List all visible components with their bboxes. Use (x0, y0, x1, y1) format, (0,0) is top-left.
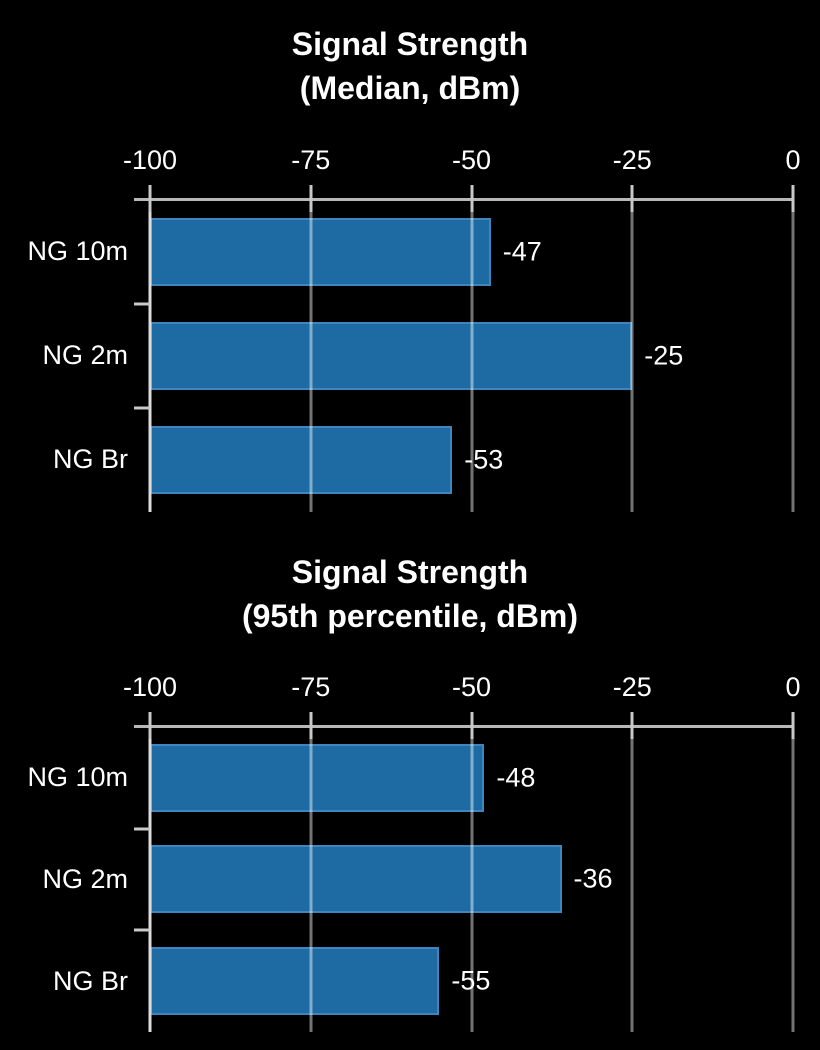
x-axis-tick-mark (309, 185, 313, 212)
plot-area: -48 -36 -55 (134, 712, 795, 1032)
y-axis-category-labels: NG 10m NG 2m NG Br (0, 727, 128, 1032)
bar-ng-2m: -36 (150, 845, 613, 914)
chart-title: Signal Strength (291, 554, 529, 590)
bar-value-label: -48 (496, 762, 536, 793)
bar-ng-2m: -25 (150, 321, 683, 390)
gridline (630, 200, 634, 512)
x-tick-label: -50 (451, 672, 492, 702)
chart-subtitle: (95th percentile, dBm) (241, 598, 579, 634)
bars-group: -47 -25 -53 (150, 200, 793, 512)
chart-95th-title-block: Signal Strength (95th percentile, dBm) (0, 550, 820, 638)
x-axis-tick-mark (470, 712, 473, 739)
x-axis-tick-mark (148, 185, 152, 212)
bar-value-label: -55 (451, 965, 491, 996)
gridline (470, 200, 473, 512)
bar-row: -36 (150, 829, 793, 931)
chart-median-title-block: Signal Strength (Median, dBm) (0, 22, 820, 110)
y-axis-tick-mark (134, 827, 150, 831)
x-axis-tick-mark (630, 185, 634, 212)
bars-group: -48 -36 -55 (150, 727, 793, 1032)
x-tick-label: -100 (122, 145, 178, 175)
bar-ng-10m: -48 (150, 743, 535, 812)
gridline (309, 727, 313, 1032)
bar-value-label: -47 (502, 236, 542, 267)
x-tick-label: -50 (451, 145, 492, 175)
gridline (309, 200, 313, 512)
x-tick-label: 0 (785, 672, 801, 702)
x-tick-label: -100 (122, 672, 178, 702)
gridline (791, 727, 795, 1032)
bar-row: -55 (150, 930, 793, 1032)
x-axis-tick-mark (470, 185, 473, 212)
x-axis-tick-labels: -100 -75 -50 -25 0 (123, 671, 801, 703)
category-label-ng-br: NG Br (52, 965, 128, 996)
y-axis-tick-mark (134, 302, 150, 306)
bar-row: -47 (150, 200, 793, 304)
x-tick-label: -75 (291, 145, 331, 175)
x-axis-tick-mark (309, 712, 313, 739)
chart-title: Signal Strength (291, 26, 529, 62)
bar-ng-br: -53 (150, 425, 503, 494)
x-tick-label: -25 (612, 672, 652, 702)
y-axis-line (148, 185, 152, 512)
bar-row: -53 (150, 408, 793, 512)
x-axis-tick-mark (630, 712, 634, 739)
y-axis-category-labels: NG 10m NG 2m NG Br (0, 200, 128, 512)
category-label-ng-2m: NG 2m (42, 340, 128, 371)
bar-value-label: -25 (644, 340, 684, 371)
y-axis-tick-mark (134, 406, 150, 410)
category-label-ng-10m: NG 10m (27, 762, 128, 793)
x-axis-tick-mark (791, 712, 795, 739)
plot-area: -47 -25 -53 (134, 185, 795, 512)
bar-value-label: -36 (573, 863, 613, 894)
gridline (630, 727, 634, 1032)
x-axis-tick-mark (148, 712, 152, 739)
category-label-ng-2m: NG 2m (42, 863, 128, 894)
bar-row: -48 (150, 727, 793, 829)
y-axis-tick-mark (134, 928, 150, 932)
x-tick-label: 0 (785, 145, 801, 175)
bar-ng-10m: -47 (150, 217, 542, 286)
x-axis-tick-labels: -100 -75 -50 -25 0 (123, 144, 801, 176)
x-axis-line (134, 725, 793, 728)
x-tick-label: -75 (291, 672, 331, 702)
chart-subtitle: (Median, dBm) (299, 70, 521, 106)
gridline (470, 727, 473, 1032)
category-label-ng-10m: NG 10m (27, 236, 128, 267)
y-axis-line (148, 712, 152, 1032)
category-label-ng-br: NG Br (52, 444, 128, 475)
bar-row: -25 (150, 304, 793, 408)
bar-ng-br: -55 (150, 947, 490, 1016)
x-tick-label: -25 (612, 145, 652, 175)
gridline (791, 200, 795, 512)
x-axis-tick-mark (791, 185, 795, 212)
x-axis-line (134, 198, 793, 201)
bar-value-label: -53 (464, 444, 504, 475)
